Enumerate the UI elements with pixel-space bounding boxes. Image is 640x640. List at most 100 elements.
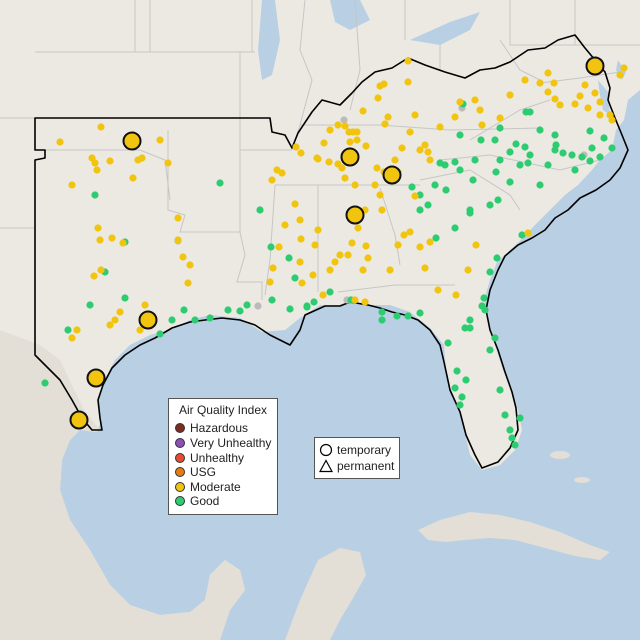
good-monitor-marker[interactable] [568,151,576,159]
good-monitor-marker[interactable] [456,131,464,139]
good-monitor-marker[interactable] [536,126,544,134]
good-monitor-marker[interactable] [268,296,276,304]
good-monitor-marker[interactable] [524,159,532,167]
good-monitor-marker[interactable] [571,166,579,174]
moderate-monitor-marker[interactable] [384,113,392,121]
good-monitor-marker[interactable] [456,166,464,174]
moderate-monitor-marker[interactable] [334,121,342,129]
moderate-monitor-marker[interactable] [406,128,414,136]
moderate-monitor-marker[interactable] [550,79,558,87]
moderate-monitor-marker[interactable] [119,239,127,247]
good-monitor-marker[interactable] [466,316,474,324]
good-monitor-marker[interactable] [456,401,464,409]
good-monitor-marker[interactable] [536,181,544,189]
moderate-monitor-marker[interactable] [398,144,406,152]
good-monitor-marker[interactable] [486,201,494,209]
good-monitor-marker[interactable] [286,305,294,313]
good-monitor-marker[interactable] [453,367,461,375]
good-monitor-marker[interactable] [378,308,386,316]
good-monitor-marker[interactable] [216,179,224,187]
moderate-monitor-marker[interactable] [291,200,299,208]
moderate-monitor-marker[interactable] [576,92,584,100]
good-monitor-marker[interactable] [310,298,318,306]
moderate-monitor-marker[interactable] [351,181,359,189]
moderate-monitor-marker[interactable] [616,71,624,79]
moderate-monitor-marker[interactable] [476,106,484,114]
moderate-monitor-marker[interactable] [359,107,367,115]
good-monitor-marker[interactable] [516,161,524,169]
good-monitor-marker[interactable] [393,312,401,320]
moderate-monitor-marker[interactable] [129,174,137,182]
moderate-monitor-marker[interactable] [451,113,459,121]
moderate-monitor-marker[interactable] [91,159,99,167]
moderate-monitor-marker[interactable] [338,164,346,172]
moderate-temporary-monitor-marker[interactable] [382,165,402,185]
moderate-monitor-marker[interactable] [346,138,354,146]
good-monitor-marker[interactable] [461,324,469,332]
moderate-monitor-marker[interactable] [596,98,604,106]
good-monitor-marker[interactable] [442,186,450,194]
moderate-monitor-marker[interactable] [179,253,187,261]
good-monitor-marker[interactable] [243,301,251,309]
good-monitor-marker[interactable] [600,134,608,142]
moderate-monitor-marker[interactable] [378,206,386,214]
moderate-monitor-marker[interactable] [584,104,592,112]
good-monitor-marker[interactable] [64,326,72,334]
moderate-monitor-marker[interactable] [281,221,289,229]
moderate-monitor-marker[interactable] [620,64,628,72]
good-monitor-marker[interactable] [526,151,534,159]
good-monitor-marker[interactable] [578,153,586,161]
moderate-monitor-marker[interactable] [108,234,116,242]
moderate-monitor-marker[interactable] [571,100,579,108]
moderate-monitor-marker[interactable] [97,123,105,131]
good-monitor-marker[interactable] [552,141,560,149]
moderate-monitor-marker[interactable] [452,291,460,299]
moderate-monitor-marker[interactable] [136,326,144,334]
good-monitor-marker[interactable] [501,411,509,419]
moderate-monitor-marker[interactable] [456,98,464,106]
moderate-monitor-marker[interactable] [362,242,370,250]
good-monitor-marker[interactable] [285,254,293,262]
good-monitor-marker[interactable] [480,294,488,302]
moderate-monitor-marker[interactable] [381,120,389,128]
good-monitor-marker[interactable] [191,316,199,324]
good-monitor-marker[interactable] [608,144,616,152]
moderate-monitor-marker[interactable] [266,278,274,286]
moderate-monitor-marker[interactable] [278,169,286,177]
good-monitor-marker[interactable] [469,176,477,184]
moderate-monitor-marker[interactable] [313,154,321,162]
moderate-monitor-marker[interactable] [556,101,564,109]
moderate-monitor-marker[interactable] [426,238,434,246]
moderate-monitor-marker[interactable] [96,236,104,244]
moderate-monitor-marker[interactable] [68,334,76,342]
good-monitor-marker[interactable] [462,376,470,384]
moderate-monitor-marker[interactable] [311,241,319,249]
good-monitor-marker[interactable] [451,384,459,392]
moderate-temporary-monitor-marker[interactable] [86,368,106,388]
moderate-monitor-marker[interactable] [424,148,432,156]
moderate-monitor-marker[interactable] [464,266,472,274]
moderate-monitor-marker[interactable] [292,143,300,151]
good-monitor-marker[interactable] [451,224,459,232]
good-monitor-marker[interactable] [481,306,489,314]
moderate-temporary-monitor-marker[interactable] [122,131,142,151]
moderate-monitor-marker[interactable] [496,114,504,122]
moderate-monitor-marker[interactable] [359,266,367,274]
moderate-monitor-marker[interactable] [536,79,544,87]
moderate-monitor-marker[interactable] [524,229,532,237]
good-monitor-marker[interactable] [521,143,529,151]
good-monitor-marker[interactable] [267,243,275,251]
no-data-monitor-marker[interactable] [340,116,348,124]
moderate-monitor-marker[interactable] [94,224,102,232]
moderate-monitor-marker[interactable] [314,226,322,234]
moderate-monitor-marker[interactable] [269,264,277,272]
good-monitor-marker[interactable] [451,158,459,166]
good-monitor-marker[interactable] [526,108,534,116]
moderate-monitor-marker[interactable] [341,122,349,130]
moderate-temporary-monitor-marker[interactable] [345,205,365,225]
moderate-monitor-marker[interactable] [138,154,146,162]
moderate-monitor-marker[interactable] [90,272,98,280]
moderate-monitor-marker[interactable] [93,166,101,174]
good-monitor-marker[interactable] [506,178,514,186]
moderate-monitor-marker[interactable] [184,279,192,287]
